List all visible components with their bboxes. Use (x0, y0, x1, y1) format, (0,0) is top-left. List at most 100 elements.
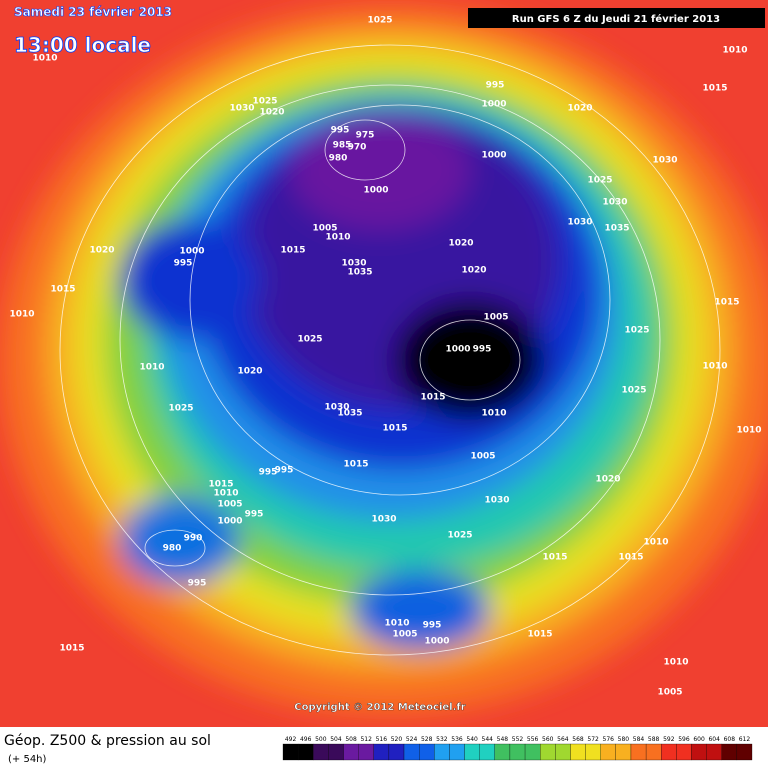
colorbar-cell (328, 743, 344, 761)
isobar-label: 1005 (470, 452, 495, 462)
isobar-label: 1010 (139, 363, 164, 373)
isobar-label: 1005 (312, 224, 337, 234)
colorbar-label: 504 (330, 736, 342, 743)
colorbar-label: 552 (512, 736, 524, 743)
colorbar-label: 520 (391, 736, 403, 743)
colorbar-label: 512 (360, 736, 372, 743)
isobar-label: 990 (184, 534, 203, 544)
isobar-label: 1030 (652, 156, 677, 166)
isobar-label: 995 (245, 510, 264, 520)
isobar-label: 1015 (280, 246, 305, 256)
isobar-label: 995 (423, 621, 442, 631)
colorbar-cell (676, 743, 692, 761)
colorbar-cell (630, 743, 647, 761)
colorbar-label: 596 (678, 736, 690, 743)
isobar-label: 1015 (618, 553, 643, 563)
colorbar-label: 568 (572, 736, 584, 743)
date: Samedi 23 février 2013 (14, 5, 172, 19)
footer-lead: (+ 54h) (8, 754, 47, 765)
isobar-label: 1025 (168, 404, 193, 414)
isobar-label: 1005 (392, 630, 417, 640)
colorbar-cell (297, 743, 314, 761)
colorbar-cell (282, 743, 299, 761)
isobar-label: 1030 (324, 403, 349, 413)
isobar-label: 1025 (252, 97, 277, 107)
isobar-label: 1035 (604, 224, 629, 234)
colorbar-label: 492 (285, 736, 297, 743)
isobar-label: 995 (486, 81, 505, 91)
colorbar-label: 608 (724, 736, 736, 743)
colorbar-label: 544 (482, 736, 494, 743)
colorbar-cell (494, 743, 511, 761)
colorbar-label: 540 (466, 736, 478, 743)
colorbar-label: 528 (421, 736, 433, 743)
isobar-label: 1020 (461, 266, 486, 276)
isobar-label: 1015 (527, 630, 552, 640)
isobar-label: 1000 (481, 151, 506, 161)
isobar-label: 1010 (213, 489, 238, 499)
colorbar-label: 612 (739, 736, 751, 743)
isobar-label: 1000 (445, 345, 470, 355)
isobar-label: 1005 (217, 500, 242, 510)
colorbar-cell (419, 743, 435, 761)
colorbar-cell (388, 743, 405, 761)
colorbar-label: 516 (376, 736, 388, 743)
colorbar-cell (540, 743, 556, 761)
isobar-label: 1030 (484, 496, 509, 506)
isobar-label: 1030 (229, 104, 254, 114)
colorbar-cell (570, 743, 586, 761)
isobar-label: 1010 (481, 409, 506, 419)
isobar-label: 1015 (420, 393, 445, 403)
colorbar-cell (524, 743, 541, 761)
isobar-label: 1030 (567, 218, 592, 228)
isobar-label: 985 (333, 141, 352, 151)
isobar-label: 1015 (59, 644, 84, 654)
run: Run GFS 6 Z du Jeudi 21 février 2013 (512, 13, 720, 25)
isobar-label: 1010 (643, 538, 668, 548)
colorbar-label: 576 (603, 736, 615, 743)
run-box (468, 8, 765, 28)
isobar-label: 995 (259, 468, 278, 478)
isobar-label: 1025 (447, 531, 472, 541)
colorbar-label: 508 (345, 736, 357, 743)
isobar-label: 1010 (32, 54, 57, 64)
isobar-label: 1000 (363, 186, 388, 196)
isobar-label: 1010 (325, 233, 350, 243)
colorbar-label: 580 (618, 736, 630, 743)
isobar-label: 1015 (702, 84, 727, 94)
isobar-label: 1010 (663, 658, 688, 668)
colorbar-cell (464, 743, 480, 761)
colorbar-label: 500 (315, 736, 327, 743)
colorbar-cell (600, 743, 616, 761)
isobar-label: 975 (356, 131, 375, 141)
isobar-label: 1015 (208, 480, 233, 490)
colorbar-cell (691, 743, 707, 761)
colorbar-cell (706, 743, 722, 761)
isobar-label: 1025 (587, 176, 612, 186)
colorbar-label: 604 (708, 736, 720, 743)
colorbar-cell (373, 743, 390, 761)
colorbar: 492 496 500 504 508 512 516 520 524 528 532 536 540 5… (282, 736, 753, 761)
colorbar-cell (313, 743, 329, 761)
isobar-label: 1030 (602, 198, 627, 208)
colorbar-label: 584 (633, 736, 645, 743)
isobar-label: 995 (275, 466, 294, 476)
isobar-label: 1035 (337, 409, 362, 419)
isobar-label: 980 (163, 544, 182, 554)
colorbar-cell (645, 743, 662, 761)
isobar-label: 1035 (347, 268, 372, 278)
isobar-label: 1020 (89, 246, 114, 256)
colorbar-label: 564 (557, 736, 569, 743)
colorbar-cell (403, 743, 420, 761)
isobar-label: 1020 (259, 108, 284, 118)
colorbar-label: 588 (648, 736, 660, 743)
isobar-label: 1015 (382, 424, 407, 434)
colorbar-cell (585, 743, 601, 761)
isobar-label: 1015 (343, 460, 368, 470)
isobar-label: 1010 (722, 46, 747, 56)
colorbar-label: 592 (663, 736, 675, 743)
isobar-label: 1010 (384, 619, 409, 629)
field (0, 0, 768, 727)
